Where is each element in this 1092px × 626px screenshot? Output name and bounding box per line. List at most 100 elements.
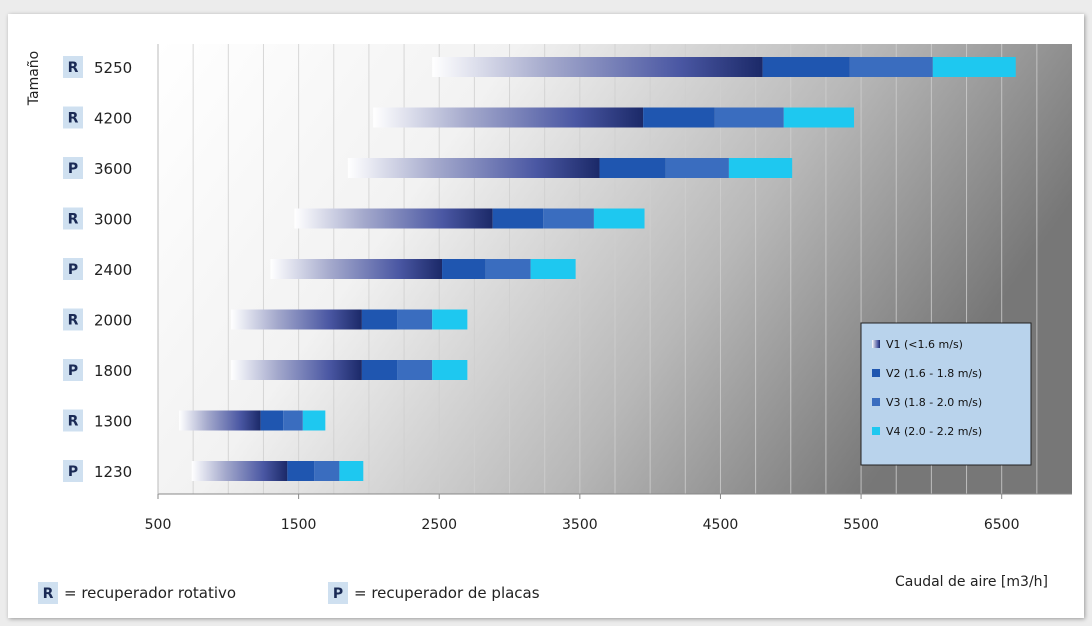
x-tick-label: 3500 [562, 517, 598, 533]
x-tick-label: 1500 [281, 517, 317, 533]
legend-box [860, 322, 1032, 466]
badge-background [63, 460, 83, 482]
bar-segment-v3 [714, 107, 784, 128]
badge-letter: P [333, 586, 343, 602]
legend-swatch [872, 398, 880, 406]
category-label: 1300 [94, 413, 132, 431]
legend-swatch [872, 340, 880, 348]
category-badge: P [63, 359, 83, 381]
badge-background [38, 582, 58, 604]
badge-letter: R [68, 313, 79, 329]
bar-segment-v2 [260, 410, 284, 431]
bar-segment-v2 [492, 208, 544, 229]
category-label: 4200 [94, 110, 132, 128]
category-badge: R [63, 106, 83, 129]
category-label: 1230 [94, 463, 132, 481]
category-label: 3000 [94, 211, 132, 229]
category-badge: P [63, 460, 83, 482]
legend-note-badge: P [328, 582, 348, 604]
badge-letter: P [68, 161, 78, 177]
category-badge: P [63, 258, 83, 280]
category-label: 2400 [94, 261, 132, 279]
legend-swatch [872, 427, 880, 435]
bar-segment-v1 [179, 410, 261, 431]
category-label: 3600 [94, 160, 132, 178]
bar-segment-v1 [432, 57, 763, 77]
bar-segment-v2 [287, 461, 315, 481]
legend-label: V1 (<1.6 m/s) [886, 338, 963, 351]
badge-letter: P [68, 262, 78, 278]
bar-segment-v4 [593, 208, 645, 229]
bar-segment-v1 [231, 309, 362, 330]
bar-segment-v4 [432, 360, 468, 380]
bar-segment-v2 [762, 57, 850, 77]
x-tick-label: 500 [145, 517, 172, 533]
x-tick-label: 4500 [703, 517, 739, 533]
legend-note-text: = recuperador de placas [354, 584, 540, 602]
x-tick-label: 5500 [843, 517, 879, 533]
category-badge: P [63, 157, 83, 179]
bar-segment-v2 [361, 360, 398, 380]
bar-segment-v1 [191, 461, 288, 481]
bar-segment-v3 [397, 360, 433, 380]
badge-letter: P [68, 363, 78, 379]
bar-segment-v1 [270, 259, 443, 279]
badge-letter: R [68, 60, 79, 76]
category-badge: R [63, 409, 83, 432]
badge-background [63, 207, 83, 230]
x-tick-label: 2500 [421, 517, 457, 533]
bar-segment-v1 [347, 158, 600, 178]
airflow-chart: 500 1500 2500 3500 4500 5500 6500 Caudal de air… [26, 44, 1072, 604]
category-label: 1800 [94, 362, 132, 380]
category-badge: R [63, 308, 83, 331]
badge-background [328, 582, 348, 604]
bar-segment-v1 [231, 360, 362, 380]
bar-segment-v2 [361, 309, 398, 330]
bar-segment-v2 [599, 158, 666, 178]
badge-letter: R [68, 212, 79, 228]
badge-background [63, 56, 83, 78]
badge-letter: P [68, 464, 78, 480]
badge-background [63, 106, 83, 129]
chart-frame: 500 1500 2500 3500 4500 5500 6500 Caudal de air… [8, 14, 1084, 618]
bar-segment-v3 [543, 208, 594, 229]
legend-label: V3 (1.8 - 2.0 m/s) [886, 396, 982, 409]
x-axis-title: Caudal de aire [m3/h] [895, 574, 1048, 590]
badge-letter: R [43, 586, 54, 602]
bar-segment-v4 [339, 461, 364, 481]
bar-segment-v2 [643, 107, 715, 128]
bar-segment-v1 [373, 107, 644, 128]
category-badge: R [63, 56, 83, 78]
badge-background [63, 359, 83, 381]
bar-segment-v3 [485, 259, 531, 279]
bar-segment-v2 [442, 259, 486, 279]
legend-swatch [872, 369, 880, 377]
bar-segment-v4 [728, 158, 793, 178]
legend-note-badge: R [38, 582, 58, 604]
badge-letter: R [68, 414, 79, 430]
legend-label: V4 (2.0 - 2.2 m/s) [886, 425, 982, 438]
bar-segment-v3 [665, 158, 729, 178]
badge-background [63, 308, 83, 331]
bar-segment-v4 [530, 259, 576, 279]
category-label: 2000 [94, 312, 132, 330]
bar-segment-v3 [314, 461, 340, 481]
bar-segment-v3 [283, 410, 303, 431]
y-axis-title: Tamaño [26, 51, 42, 106]
legend-note-text: = recuperador rotativo [64, 584, 236, 602]
badge-background [63, 157, 83, 179]
bar-segment-v4 [302, 410, 326, 431]
bar-segment-v1 [294, 208, 493, 229]
x-tick-label: 6500 [984, 517, 1020, 533]
bar-segment-v3 [397, 309, 433, 330]
bar-segment-v4 [432, 309, 468, 330]
legend-label: V2 (1.6 - 1.8 m/s) [886, 367, 982, 380]
bar-segment-v3 [849, 57, 933, 77]
bar-segment-v4 [783, 107, 855, 128]
bar-segment-v4 [932, 57, 1016, 77]
badge-letter: R [68, 111, 79, 127]
badge-background [63, 258, 83, 280]
badge-background [63, 409, 83, 432]
category-badge: R [63, 207, 83, 230]
category-label: 5250 [94, 59, 132, 77]
